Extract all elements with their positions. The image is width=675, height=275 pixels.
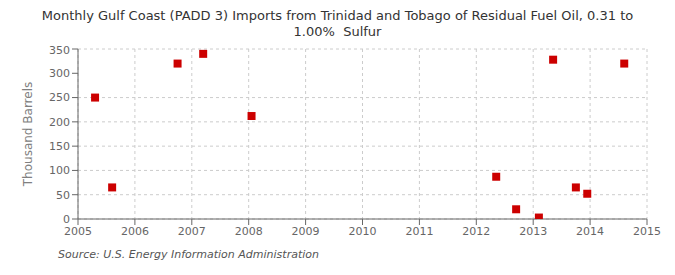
svg-text:2010: 2010 bbox=[349, 225, 377, 238]
svg-text:Thousand Barrels: Thousand Barrels bbox=[21, 82, 35, 187]
svg-text:50: 50 bbox=[56, 189, 70, 202]
svg-text:150: 150 bbox=[49, 140, 70, 153]
svg-text:2008: 2008 bbox=[235, 225, 263, 238]
html-text:Source: U.S. Energy Informatio: Source: U.S. Energy Information Administ… bbox=[58, 248, 319, 261]
svg-text:350: 350 bbox=[49, 44, 70, 57]
svg-text:2015: 2015 bbox=[633, 225, 661, 238]
svg-text:2012: 2012 bbox=[462, 225, 490, 238]
html-text:1.00% Sulfur: 1.00% Sulfur bbox=[293, 24, 382, 39]
svg-text:2013: 2013 bbox=[519, 225, 547, 238]
svg-text:2009: 2009 bbox=[292, 225, 320, 238]
svg-text:0: 0 bbox=[63, 213, 70, 226]
svg-text:200: 200 bbox=[49, 116, 70, 129]
svg-text:300: 300 bbox=[49, 67, 70, 80]
svg-text:250: 250 bbox=[49, 91, 70, 104]
svg-text:2006: 2006 bbox=[121, 225, 149, 238]
svg-text:2005: 2005 bbox=[64, 225, 92, 238]
html-text:Monthly Gulf Coast (PADD 3) Im: Monthly Gulf Coast (PADD 3) Imports from… bbox=[41, 8, 634, 23]
svg-text:100: 100 bbox=[49, 164, 70, 177]
svg-text:2011: 2011 bbox=[405, 225, 433, 238]
svg-text:2014: 2014 bbox=[576, 225, 604, 238]
svg-text:2007: 2007 bbox=[178, 225, 206, 238]
